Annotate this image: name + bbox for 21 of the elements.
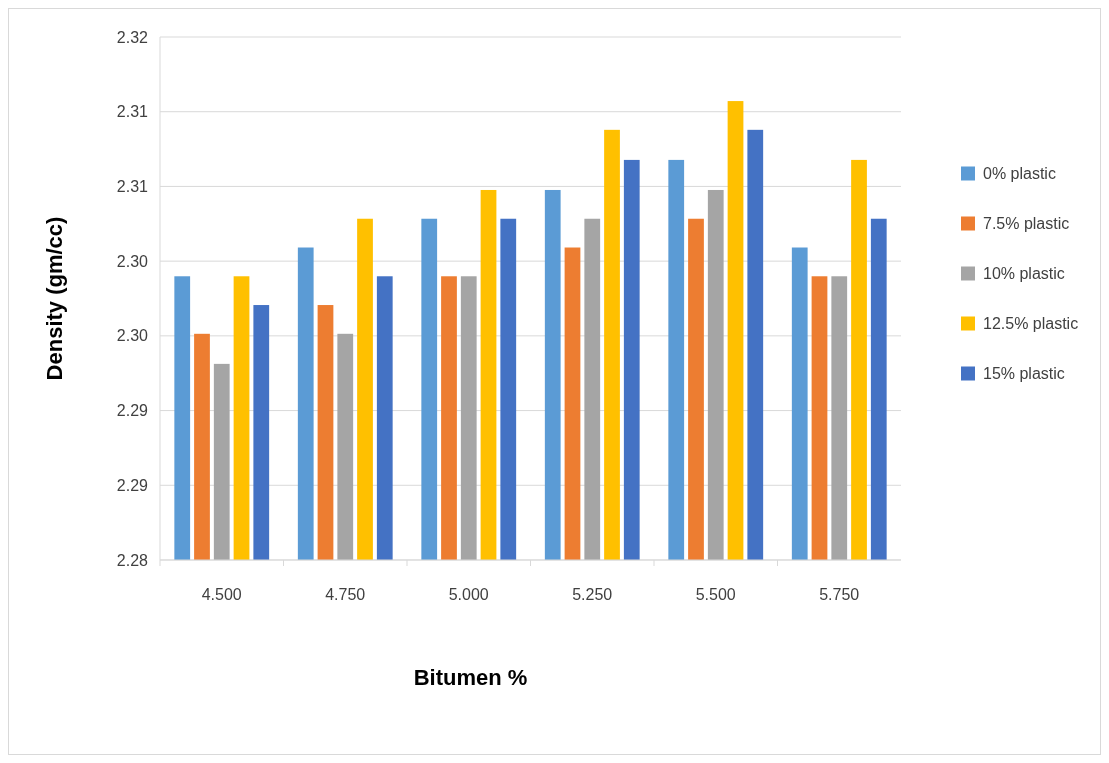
x-tick-label: 5.250 xyxy=(572,586,613,603)
y-tick-label: 2.30 xyxy=(116,252,149,270)
y-tick-label: 2.31 xyxy=(116,178,149,196)
x-tick-label: 5.000 xyxy=(448,586,489,603)
y-tick-label: 2.32 xyxy=(116,28,149,46)
y-tick-label: 2.28 xyxy=(116,551,149,569)
y-tick-label: 2.31 xyxy=(116,103,149,121)
y-tick-label: 2.29 xyxy=(116,402,149,420)
legend-label: 7.5% plastic xyxy=(983,215,1070,233)
x-tick-label: 5.750 xyxy=(819,586,860,603)
y-tick-label: 2.29 xyxy=(116,476,149,494)
y-axis-title: Density (gm/cc) xyxy=(42,216,67,381)
legend-label: 10% plastic xyxy=(983,265,1065,283)
x-axis-title: Bitumen % xyxy=(413,665,528,690)
x-tick-label: 4.750 xyxy=(325,586,366,603)
x-tick-label: 5.500 xyxy=(695,586,736,603)
y-tick-label: 2.30 xyxy=(116,327,149,345)
x-tick-label: 4.500 xyxy=(201,586,242,603)
legend-label: 15% plastic xyxy=(983,365,1065,383)
legend-label: 0% plastic xyxy=(983,165,1056,183)
legend-label: 12.5% plastic xyxy=(983,315,1079,333)
